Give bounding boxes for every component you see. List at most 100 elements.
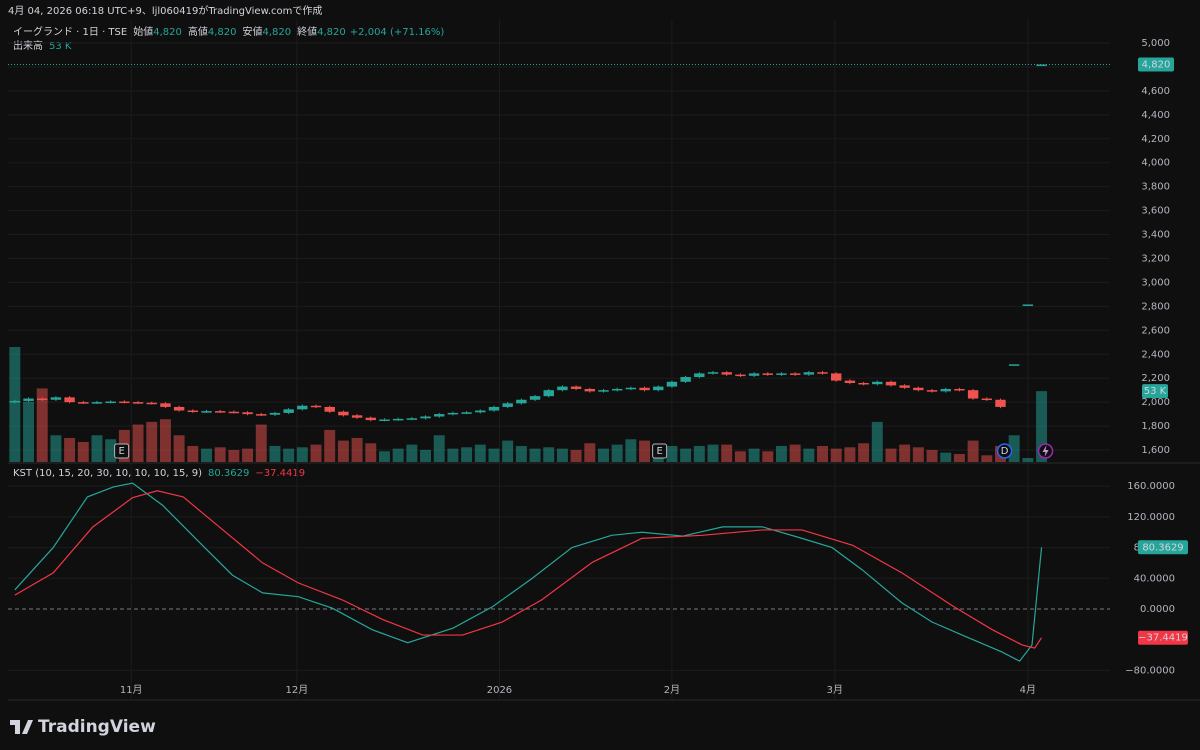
y-tick-label: 2,000 xyxy=(1141,397,1170,408)
candle-body xyxy=(995,399,1006,407)
candle-body xyxy=(666,381,678,387)
kst-line xyxy=(14,490,1043,649)
value-badge xyxy=(1138,630,1188,645)
candle-body xyxy=(9,400,21,403)
candle-body xyxy=(872,381,883,385)
candle-body xyxy=(365,417,376,421)
volume-bar xyxy=(529,448,541,462)
y-tick-label: −80.0000 xyxy=(1125,665,1175,676)
volume-bar xyxy=(283,448,295,462)
candle-body xyxy=(639,387,650,391)
price-badge xyxy=(1138,57,1174,72)
volume-bar xyxy=(337,440,349,462)
candle-body xyxy=(310,405,322,408)
volume-bar xyxy=(584,443,596,462)
y-tick-label: 2,400 xyxy=(1141,349,1170,360)
y-tick-label: 2,600 xyxy=(1141,325,1170,336)
candle-body xyxy=(899,385,910,388)
kst-title: KST (10, 15, 20, 30, 10, 10, 10, 15, 9) xyxy=(13,468,202,479)
candle-body xyxy=(803,372,815,375)
candle-body xyxy=(461,412,472,414)
candle-body xyxy=(885,381,897,386)
ohlc-name: 始値 xyxy=(133,25,153,38)
x-tick-label: 2月 xyxy=(664,684,680,696)
candle-body xyxy=(392,418,404,421)
candle-body xyxy=(119,401,130,404)
ohlc-value: 4,820 xyxy=(263,27,292,38)
y-tick-label: 3,400 xyxy=(1141,230,1170,241)
volume-bar xyxy=(310,444,322,462)
volume-bar xyxy=(214,447,226,462)
volume-bar xyxy=(9,347,21,462)
candle-body xyxy=(762,373,773,375)
volume-badge xyxy=(1142,384,1168,399)
candle-body xyxy=(488,406,500,411)
volume-bar xyxy=(775,445,787,462)
volume-bar xyxy=(817,445,828,462)
candle-body xyxy=(256,414,267,416)
volume-bar xyxy=(981,455,993,462)
candle-body xyxy=(420,416,431,419)
candle-body xyxy=(1008,364,1020,366)
volume-bar xyxy=(762,451,774,462)
x-tick-label: 11月 xyxy=(120,684,143,696)
candle-body xyxy=(50,397,62,400)
header: 4月 04, 2026 06:18 UTC+9、ljl060419がTradin… xyxy=(8,4,322,17)
y-tick-label: 5,000 xyxy=(1141,38,1170,49)
volume-bar xyxy=(830,448,842,462)
symbol-legend: イーグランド · 1日 · TSE 始値4,820 高値4,820 安値4,820 終値… xyxy=(13,25,444,38)
volume-bar xyxy=(50,435,62,462)
volume-bar xyxy=(721,444,733,462)
candle-body xyxy=(146,402,157,405)
volume-bar xyxy=(420,449,432,462)
y-tick-label: 120.0000 xyxy=(1127,512,1175,523)
volume-bar xyxy=(748,448,760,462)
volume-bar xyxy=(789,444,801,462)
news-icon-bolt xyxy=(1042,445,1049,457)
y-tick-label: 3,200 xyxy=(1141,253,1170,264)
volume-bar xyxy=(269,445,281,462)
logo: TradingView xyxy=(10,717,156,737)
y-tick-label: 3,600 xyxy=(1141,206,1170,217)
volume-bar xyxy=(77,441,89,462)
volume-bar xyxy=(515,445,527,462)
volume-bar xyxy=(187,445,199,462)
volume-bar xyxy=(351,437,363,462)
volume-title: 出来高 xyxy=(13,39,43,52)
candle-body xyxy=(516,399,527,404)
volume-bar xyxy=(173,435,185,462)
candle-body xyxy=(132,402,144,404)
candle-body xyxy=(269,412,281,415)
volume-bar xyxy=(666,445,678,462)
candle-body xyxy=(776,373,787,375)
logo-mark xyxy=(10,720,33,734)
volume-bar xyxy=(707,444,719,462)
volume-bar xyxy=(680,448,692,462)
volume-bar xyxy=(693,445,705,462)
candle-body xyxy=(242,412,253,415)
candle-body xyxy=(23,398,34,401)
candle-body xyxy=(187,410,199,413)
y-tick-label: 2,200 xyxy=(1141,373,1170,384)
volume-bar xyxy=(406,444,418,462)
value-badge-label: 80.3629 xyxy=(1142,542,1183,553)
y-tick-label: 1,800 xyxy=(1141,421,1170,432)
volume-bar xyxy=(967,440,979,462)
volume-bar xyxy=(461,447,473,462)
y-tick-label: 4,200 xyxy=(1141,134,1170,145)
kst-legend: KST (10, 15, 20, 30, 10, 10, 10, 15, 9) 8… xyxy=(13,468,305,479)
y-tick-label: 1,600 xyxy=(1141,445,1170,456)
candle-body xyxy=(735,374,746,377)
candle-body xyxy=(64,397,75,403)
candle-body xyxy=(981,398,992,401)
candle-body xyxy=(78,402,89,404)
volume-bar xyxy=(36,388,48,462)
volume-bar xyxy=(392,448,404,462)
volume-bar xyxy=(912,447,924,462)
candle-body xyxy=(502,403,513,407)
candle-body xyxy=(653,386,664,391)
y-tick-label: 2,800 xyxy=(1141,301,1170,312)
volume-bar xyxy=(844,447,856,462)
candle-body xyxy=(858,382,869,385)
symbol: イーグランド · 1日 · TSE xyxy=(13,25,127,38)
